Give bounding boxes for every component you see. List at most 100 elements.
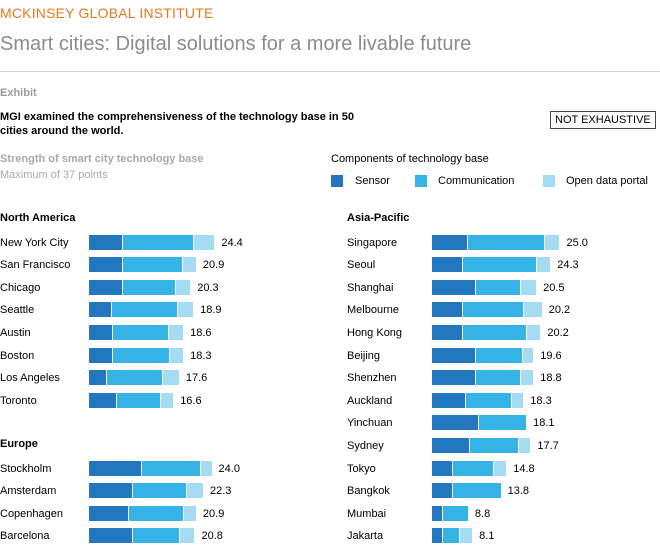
bar-sensor-san-francisco <box>89 257 123 273</box>
bar-communication-sydney <box>470 438 518 453</box>
bar-sensor-tokyo <box>432 460 453 476</box>
bar-communication-shanghai <box>476 279 521 295</box>
bar-sensor-stockholm <box>89 460 141 476</box>
bar-open-data-portal-toronto <box>161 392 174 408</box>
bar-sensor-amsterdam <box>89 483 133 499</box>
bar-communication-singapore <box>467 234 544 250</box>
city-label-melbourne: Melbourne <box>347 304 399 317</box>
city-label-beijing: Beijing <box>347 349 381 362</box>
bar-sensor-shanghai <box>432 279 476 295</box>
value-label-shanghai: 20.5 <box>543 281 565 294</box>
city-label-amsterdam: Amsterdam <box>0 485 57 498</box>
bar-communication-los-angeles <box>107 370 162 386</box>
bar-communication-new-york-city <box>123 234 194 250</box>
city-label-sydney: Sydney <box>347 440 384 452</box>
region-heading-europe: Europe <box>0 438 38 450</box>
bar-communication-toronto <box>117 392 161 408</box>
bar-open-data-portal-tokyo <box>494 460 507 476</box>
value-label-melbourne: 20.2 <box>548 304 571 317</box>
value-label-new-york-city: 24.4 <box>221 236 243 249</box>
bar-sensor-copenhagen <box>89 505 128 521</box>
bar-sensor-toronto <box>89 392 117 408</box>
bar-sensor-new-york-city <box>89 234 123 250</box>
bar-communication-seoul <box>463 257 537 273</box>
value-label-seattle: 18.9 <box>200 304 222 317</box>
bar-open-data-portal-new-york-city <box>194 234 215 250</box>
bar-sensor-mumbai <box>432 505 443 521</box>
value-label-shenzhen: 18.8 <box>540 372 562 385</box>
city-label-shenzhen: Shenzhen <box>347 372 397 385</box>
bar-communication-hong-kong <box>463 325 527 340</box>
exhibit-label: Exhibit <box>0 87 37 99</box>
bar-communication-melbourne <box>463 302 524 318</box>
exhibit-description: MGI examined the comprehensiveness of th… <box>0 111 354 137</box>
bar-sensor-yinchuan <box>432 415 478 431</box>
bar-open-data-portal-seattle <box>178 302 194 318</box>
bar-sensor-melbourne <box>432 302 463 318</box>
value-label-seoul: 24.3 <box>557 259 579 272</box>
value-label-san-francisco: 20.9 <box>202 259 225 272</box>
bar-communication-yinchuan <box>478 415 527 431</box>
city-label-san-francisco: San Francisco <box>0 259 71 272</box>
legend-swatch-communication <box>415 175 427 187</box>
bar-sensor-boston <box>89 347 113 363</box>
bar-open-data-portal-shanghai <box>521 279 537 295</box>
value-label-stockholm: 24.0 <box>218 462 240 475</box>
bar-communication-mumbai <box>443 505 468 521</box>
value-label-mumbai: 8.8 <box>474 507 491 520</box>
bar-communication-austin <box>113 325 168 340</box>
bar-communication-shenzhen <box>476 370 521 386</box>
region-heading-north-america: North America <box>0 212 76 224</box>
bar-communication-bangkok <box>453 483 501 499</box>
legend-label-communication: Communication <box>438 175 515 187</box>
chart-subtitle: Maximum of 37 points <box>0 169 108 181</box>
value-label-yinchuan: 18.1 <box>533 417 555 430</box>
bar-sensor-seoul <box>432 257 463 273</box>
bar-open-data-portal-shenzhen <box>521 370 534 386</box>
bar-sensor-bangkok <box>432 483 453 499</box>
bar-open-data-portal-singapore <box>544 234 560 250</box>
bar-sensor-auckland <box>432 392 466 408</box>
city-label-bangkok: Bangkok <box>347 485 390 498</box>
value-label-amsterdam: 22.3 <box>210 485 232 498</box>
bar-communication-stockholm <box>141 460 201 476</box>
brand-title: MCKINSEY GLOBAL INSTITUTE <box>0 5 214 21</box>
city-label-seattle: Seattle <box>0 304 35 317</box>
value-label-copenhagen: 20.9 <box>202 507 225 520</box>
city-label-chicago: Chicago <box>0 281 41 294</box>
region-heading-asia-pacific: Asia-Pacific <box>347 212 410 224</box>
bar-open-data-portal-stockholm <box>201 460 212 476</box>
value-label-tokyo: 14.8 <box>513 462 535 475</box>
bar-communication-boston <box>113 347 169 363</box>
value-label-beijing: 19.6 <box>540 349 562 362</box>
city-label-stockholm: Stockholm <box>0 462 52 475</box>
bar-communication-seattle <box>111 302 178 318</box>
bar-open-data-portal-san-francisco <box>182 257 196 273</box>
city-label-yinchuan: Yinchuan <box>347 417 393 430</box>
bar-sensor-sydney <box>432 438 470 453</box>
bar-communication-barcelona <box>133 528 179 544</box>
value-label-toronto: 16.6 <box>180 394 202 407</box>
value-label-boston: 18.3 <box>190 349 212 362</box>
city-label-seoul: Seoul <box>347 259 376 272</box>
city-label-auckland: Auckland <box>347 394 393 407</box>
value-label-sydney: 17.7 <box>537 440 559 452</box>
bar-communication-copenhagen <box>128 505 184 521</box>
bar-open-data-portal-sydney <box>518 438 531 453</box>
page-headline: Smart cities: Digital solutions for a mo… <box>0 33 472 55</box>
chart-title: Strength of smart city technology base <box>0 153 204 165</box>
bar-open-data-portal-amsterdam <box>186 483 203 499</box>
bar-open-data-portal-auckland <box>511 392 524 408</box>
legend-swatch-sensor <box>331 175 343 187</box>
value-label-chicago: 20.3 <box>197 281 219 294</box>
legend-swatch-open-data-portal <box>543 175 555 187</box>
legend-label-sensor: Sensor <box>355 175 390 187</box>
bar-sensor-chicago <box>89 279 123 295</box>
value-label-los-angeles: 17.6 <box>185 372 208 385</box>
city-label-copenhagen: Copenhagen <box>0 507 64 520</box>
city-label-toronto: Toronto <box>0 394 37 407</box>
bar-sensor-seattle <box>89 302 111 318</box>
bar-open-data-portal-hong-kong <box>527 325 541 340</box>
bar-open-data-portal-boston <box>169 347 184 363</box>
header-divider <box>0 71 660 72</box>
